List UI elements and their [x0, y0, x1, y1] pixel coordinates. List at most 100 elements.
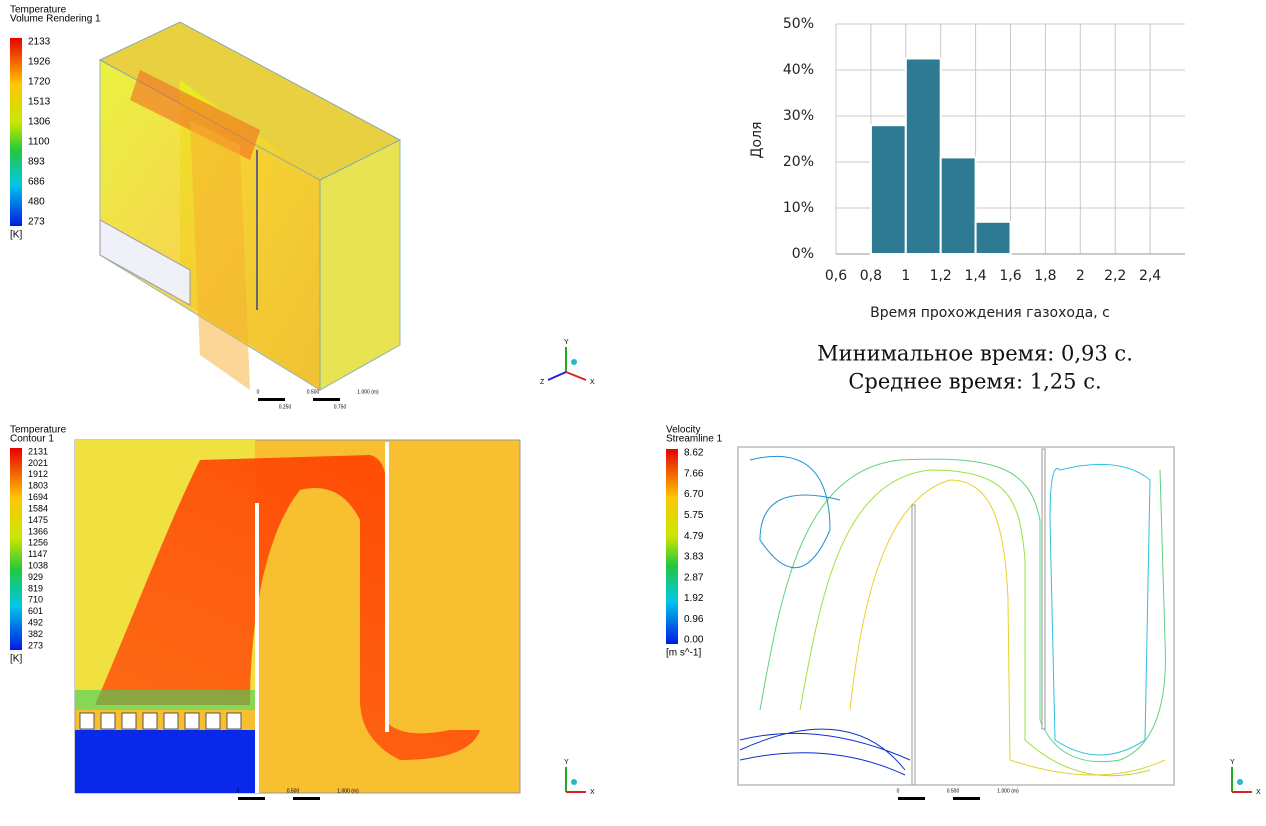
scale-label: 0.500	[307, 389, 320, 395]
legend-label: 1803	[28, 481, 48, 491]
legend-label: 8.62	[684, 448, 704, 459]
y-axis-label: Доля	[749, 122, 765, 159]
axis-origin	[571, 779, 577, 785]
axis-name: X	[590, 789, 595, 796]
y-tick-label: 20%	[783, 154, 814, 170]
axis-name: Y	[1230, 759, 1235, 766]
color-bar	[10, 38, 22, 226]
legend-label: 492	[28, 618, 43, 628]
legend-label: 601	[28, 606, 43, 616]
legend-label: 2021	[28, 458, 48, 468]
x-tick-label: 1,8	[1034, 268, 1056, 284]
legend-label: 1306	[28, 117, 51, 128]
y-tick-label: 50%	[783, 16, 814, 32]
color-bar	[666, 449, 678, 644]
scale-bar	[265, 797, 293, 800]
x-tick-label: 1,4	[964, 268, 986, 284]
bar	[976, 222, 1011, 254]
note: Среднее время: 1,25 с.	[848, 370, 1101, 394]
x-tick-label: 2,2	[1104, 268, 1126, 284]
scale-label: 1.000 (m)	[357, 389, 379, 395]
x-tick-label: 1	[901, 268, 910, 284]
axis-name: Z	[540, 379, 545, 386]
legend-label: 5.75	[684, 510, 704, 521]
scale-label: 0.500	[287, 788, 300, 794]
legend-label: 893	[28, 157, 45, 168]
scale-label: 0.500	[947, 788, 960, 794]
axis-name: Y	[564, 339, 569, 346]
legend-label: 1912	[28, 469, 48, 479]
x-tick-label: 1,6	[999, 268, 1021, 284]
legend-label: 1256	[28, 538, 48, 548]
legend-label: 1513	[28, 97, 51, 108]
scale-bar	[980, 797, 1008, 800]
scale-label: 1.000 (m)	[997, 788, 1019, 794]
legend-subtitle: Volume Rendering 1	[10, 14, 101, 25]
axis-name: X	[590, 379, 595, 386]
legend-label: 1.92	[684, 593, 704, 604]
scale-label: 0	[897, 788, 900, 794]
legend-unit: [K]	[10, 654, 22, 665]
axis-origin	[571, 359, 577, 365]
legend-label: 1584	[28, 503, 48, 513]
page: Минимальное время: 0,93 с. Среднее время…	[0, 0, 1266, 826]
y-tick-label: 40%	[783, 62, 814, 78]
y-tick-label: 30%	[783, 108, 814, 124]
legend-label: 1366	[28, 526, 48, 536]
axis-name: Y	[564, 759, 569, 766]
legend-label: 1475	[28, 515, 48, 525]
legend-label: 1100	[28, 137, 50, 148]
legend-label: 7.66	[684, 468, 704, 479]
legend-label: 0.00	[684, 635, 704, 646]
scale-label: 0.750	[334, 404, 347, 410]
legend-label: 382	[28, 629, 43, 639]
axis-origin	[1237, 779, 1243, 785]
legend-label: 0.96	[684, 614, 704, 625]
legend-label: 1147	[28, 549, 47, 559]
legend-label: 819	[28, 583, 43, 593]
scale-label: 0	[237, 788, 240, 794]
scale-bar	[340, 398, 368, 401]
x-tick-label: 0,6	[825, 268, 847, 284]
note: Минимальное время: 0,93 с.	[817, 342, 1133, 366]
scale-bar	[285, 398, 313, 401]
legend-label: 1038	[28, 560, 48, 570]
legend-subtitle: Contour 1	[10, 434, 54, 445]
y-tick-label: 10%	[783, 200, 814, 216]
streamline-plot	[738, 447, 1174, 785]
legend-label: 929	[28, 572, 43, 582]
legend-label: 1694	[28, 492, 48, 502]
axis-name: X	[1256, 789, 1261, 796]
legend-unit: [m s^-1]	[666, 648, 701, 659]
bar	[941, 157, 976, 254]
x-tick-label: 0,8	[860, 268, 882, 284]
volume-render	[100, 22, 400, 390]
x-tick-label: 2	[1076, 268, 1085, 284]
bar	[871, 125, 906, 254]
legend-label: 2131	[28, 446, 48, 456]
scale-bar	[925, 797, 953, 800]
legend-label: 273	[28, 640, 43, 650]
legend-label: 273	[28, 217, 45, 228]
axis-arrow	[566, 372, 586, 380]
scale-label: 0.250	[279, 404, 292, 410]
legend-label: 1926	[28, 57, 51, 68]
bar	[906, 59, 941, 255]
x-axis-label: Время прохождения газохода, с	[870, 305, 1110, 321]
legend-label: 2.87	[684, 572, 704, 583]
legend-label: 710	[28, 595, 43, 605]
legend-subtitle: Streamline 1	[666, 434, 723, 445]
scale-label: 1.000 (m)	[337, 788, 359, 794]
legend-label: 3.83	[684, 552, 704, 563]
color-bar	[10, 448, 22, 650]
scale-label: 0	[257, 389, 260, 395]
legend-label: 480	[28, 197, 45, 208]
legend-label: 1720	[28, 77, 51, 88]
y-tick-label: 0%	[792, 246, 814, 262]
legend-unit: [K]	[10, 230, 22, 241]
scale-bar	[320, 797, 348, 800]
legend-label: 686	[28, 177, 45, 188]
legend-label: 2133	[28, 37, 51, 48]
axis-arrow	[548, 372, 566, 380]
legend-label: 4.79	[684, 531, 704, 542]
